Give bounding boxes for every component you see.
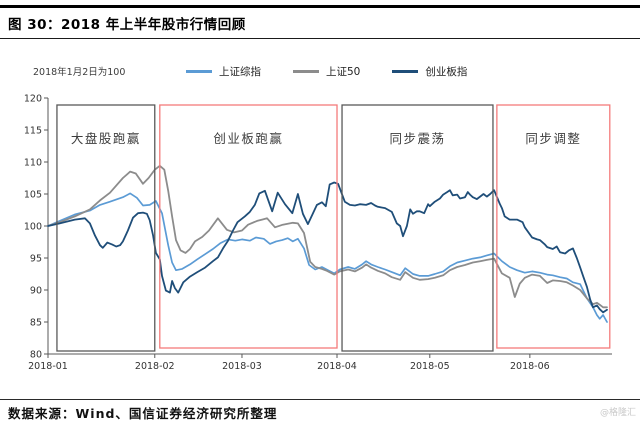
y-tick-label: 120 (24, 94, 42, 105)
legend-swatch-2 (392, 70, 419, 73)
x-tick-label: 2018-05 (410, 361, 450, 372)
legend-swatch-1 (293, 70, 319, 73)
y-tick-label: 85 (30, 318, 42, 329)
phase-box-2 (341, 104, 494, 352)
y-tick-label: 100 (24, 222, 42, 233)
legend-item-chinext: 创业板指 (392, 64, 467, 79)
series-line-0 (47, 192, 608, 323)
figure-title: 图 30：2018 年上半年股市行情回顾 (8, 17, 246, 33)
index-base-note: 2018年1月2日为100 (33, 67, 126, 78)
y-tick-label: 110 (24, 158, 42, 169)
y-tick-label: 90 (30, 286, 42, 297)
legend-item-sse50: 上证50 (293, 64, 360, 79)
legend-label: 创业板指 (425, 66, 468, 78)
phase-label-0: 大盘股跑赢 (71, 131, 141, 146)
data-source-note: 数据来源：Wind、国信证券经济研究所整理 (8, 406, 278, 421)
y-tick-label: 80 (30, 350, 42, 361)
y-tick-label: 95 (30, 254, 42, 265)
chart-legend: 上证综指 上证50 创业板指 (186, 64, 467, 79)
x-tick-label: 2018-04 (317, 361, 357, 372)
series-line-2 (47, 181, 608, 314)
phase-label-1: 创业板跑赢 (213, 131, 283, 146)
top-rule (0, 5, 640, 8)
legend-label: 上证综指 (219, 66, 261, 78)
series-line-1 (47, 164, 608, 309)
phase-box-1 (159, 104, 338, 349)
watermark: @格隆汇 (599, 408, 636, 418)
x-tick-label: 2018-06 (510, 361, 550, 372)
phase-label-3: 同步调整 (525, 131, 581, 146)
legend-item-shcomp: 上证综指 (186, 64, 261, 79)
phase-box-3 (496, 104, 611, 349)
legend-label: 上证50 (326, 66, 361, 78)
x-tick-label: 2018-02 (135, 361, 175, 372)
x-tick-label: 2018-03 (222, 361, 262, 372)
x-tick-label: 2018-01 (28, 361, 68, 372)
legend-swatch-0 (186, 70, 212, 73)
footer-divider (0, 399, 640, 400)
phase-label-2: 同步震荡 (389, 131, 445, 146)
y-tick-label: 115 (24, 126, 42, 137)
title-divider (0, 38, 640, 39)
phase-box-0 (56, 104, 156, 352)
y-tick-label: 105 (24, 190, 42, 201)
